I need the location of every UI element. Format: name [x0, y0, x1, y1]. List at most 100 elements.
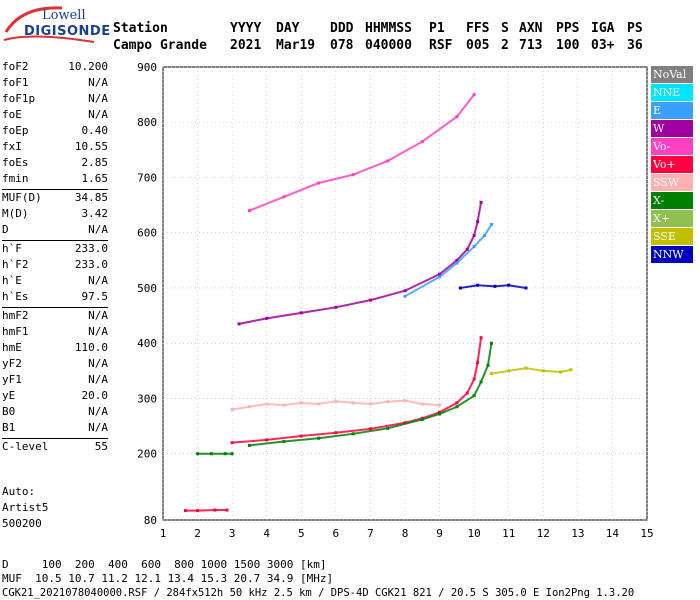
- y-tick-label: 900: [137, 61, 157, 74]
- series-trace: [232, 337, 483, 444]
- header-label: S: [501, 21, 509, 36]
- y-tick-label: 800: [137, 116, 157, 129]
- x-tick-label: 7: [367, 527, 374, 540]
- x-tick-label: 3: [229, 527, 236, 540]
- series-trace: [460, 284, 527, 289]
- data-point: [455, 115, 459, 119]
- header-value: 040000: [365, 38, 412, 53]
- header-value: 2021: [230, 38, 262, 53]
- param-row: C-level 55: [2, 440, 108, 456]
- data-point: [213, 508, 217, 512]
- param-name: hmE: [2, 341, 22, 354]
- param-name: D: [2, 223, 9, 236]
- param-value: N/A: [88, 274, 108, 287]
- logo-swoosh: [3, 6, 95, 43]
- header-label: DDD: [330, 21, 354, 36]
- data-point: [403, 421, 407, 425]
- header-label: IGA: [591, 21, 615, 36]
- header-value: 100: [556, 38, 580, 53]
- header-label: Station: [113, 21, 168, 36]
- param-separator: [2, 307, 108, 308]
- param-value: 110.0: [74, 341, 108, 354]
- legend-item: NNW: [651, 246, 693, 263]
- param-value: N/A: [88, 309, 108, 322]
- param-value: 3.42: [81, 207, 109, 220]
- param-value: 20.0: [81, 389, 109, 402]
- param-value: 10.55: [74, 140, 108, 153]
- data-point: [541, 369, 545, 373]
- plot-frame: [162, 66, 648, 521]
- header-label: PS: [627, 21, 643, 36]
- param-value: N/A: [88, 92, 108, 105]
- param-value: 0.40: [81, 124, 109, 137]
- param-value: 233.0: [74, 242, 108, 255]
- x-tick-label: 4: [263, 527, 270, 540]
- header-value: 36: [627, 38, 643, 53]
- data-point: [438, 275, 442, 279]
- header-label: YYYY: [230, 21, 262, 36]
- param-value: N/A: [88, 108, 108, 121]
- data-point: [486, 363, 490, 367]
- data-point: [483, 233, 487, 237]
- param-name: MUF(D): [2, 191, 42, 204]
- data-point: [489, 341, 493, 345]
- data-point: [455, 405, 459, 409]
- digisonde-logo: Lowell DIGISONDE: [2, 2, 110, 46]
- x-tick-label: 5: [298, 527, 305, 540]
- param-row: yF1 N/A: [2, 373, 108, 389]
- data-point: [476, 283, 480, 287]
- data-point: [334, 399, 338, 403]
- data-point: [368, 402, 372, 406]
- y-tick-label: 400: [137, 337, 157, 350]
- data-point: [524, 286, 528, 290]
- data-point: [465, 247, 469, 251]
- header-label: PPS: [556, 21, 580, 36]
- data-point: [196, 452, 200, 456]
- data-point: [317, 402, 321, 406]
- param-row: h`Es 97.5: [2, 290, 108, 306]
- data-point: [334, 305, 338, 309]
- param-name: hmF1: [2, 325, 29, 338]
- param-value: N/A: [88, 325, 108, 338]
- data-point: [479, 336, 483, 340]
- data-point: [368, 427, 372, 431]
- data-point: [458, 286, 462, 290]
- data-point: [209, 452, 213, 456]
- param-row: foF2 10.200: [2, 60, 108, 76]
- footer-distance-row: D 100 200 400 600 800 1000 1500 3000 [km…: [2, 558, 327, 571]
- y-tick-label: 500: [137, 282, 157, 295]
- data-point: [230, 441, 234, 445]
- param-row: foF1 N/A: [2, 76, 108, 92]
- data-point: [524, 366, 528, 370]
- legend-item: SSW: [651, 174, 693, 191]
- param-value: 10.200: [68, 60, 108, 73]
- x-tick-label: 11: [502, 527, 515, 540]
- x-tick-label: 1: [160, 527, 167, 540]
- header-value: RSF: [429, 38, 453, 53]
- legend-item: X+: [651, 210, 693, 227]
- header-label: AXN: [519, 21, 543, 36]
- param-value: N/A: [88, 421, 108, 434]
- header-label: P1: [429, 21, 445, 36]
- data-point: [455, 258, 459, 262]
- data-point: [455, 261, 459, 265]
- data-point: [472, 245, 476, 249]
- param-name: B0: [2, 405, 16, 418]
- header-value: 03+: [591, 38, 615, 53]
- param-row: fxI 10.55: [2, 140, 108, 156]
- data-point: [225, 508, 229, 512]
- param-name: h`F2: [2, 258, 29, 271]
- x-tick-label: 12: [537, 527, 550, 540]
- param-separator: [2, 438, 108, 439]
- param-row: hmF1 N/A: [2, 325, 108, 341]
- x-tick-label: 10: [468, 527, 481, 540]
- param-row: M(D) 3.42: [2, 207, 108, 223]
- param-value: 2.85: [81, 156, 109, 169]
- data-point: [386, 400, 390, 404]
- y-tick-label: 700: [137, 171, 157, 184]
- param-name: foF1: [2, 76, 29, 89]
- data-point: [507, 283, 511, 287]
- header-value: 005: [466, 38, 490, 53]
- param-name: h`Es: [2, 290, 29, 303]
- legend-item: Vo-: [651, 138, 693, 155]
